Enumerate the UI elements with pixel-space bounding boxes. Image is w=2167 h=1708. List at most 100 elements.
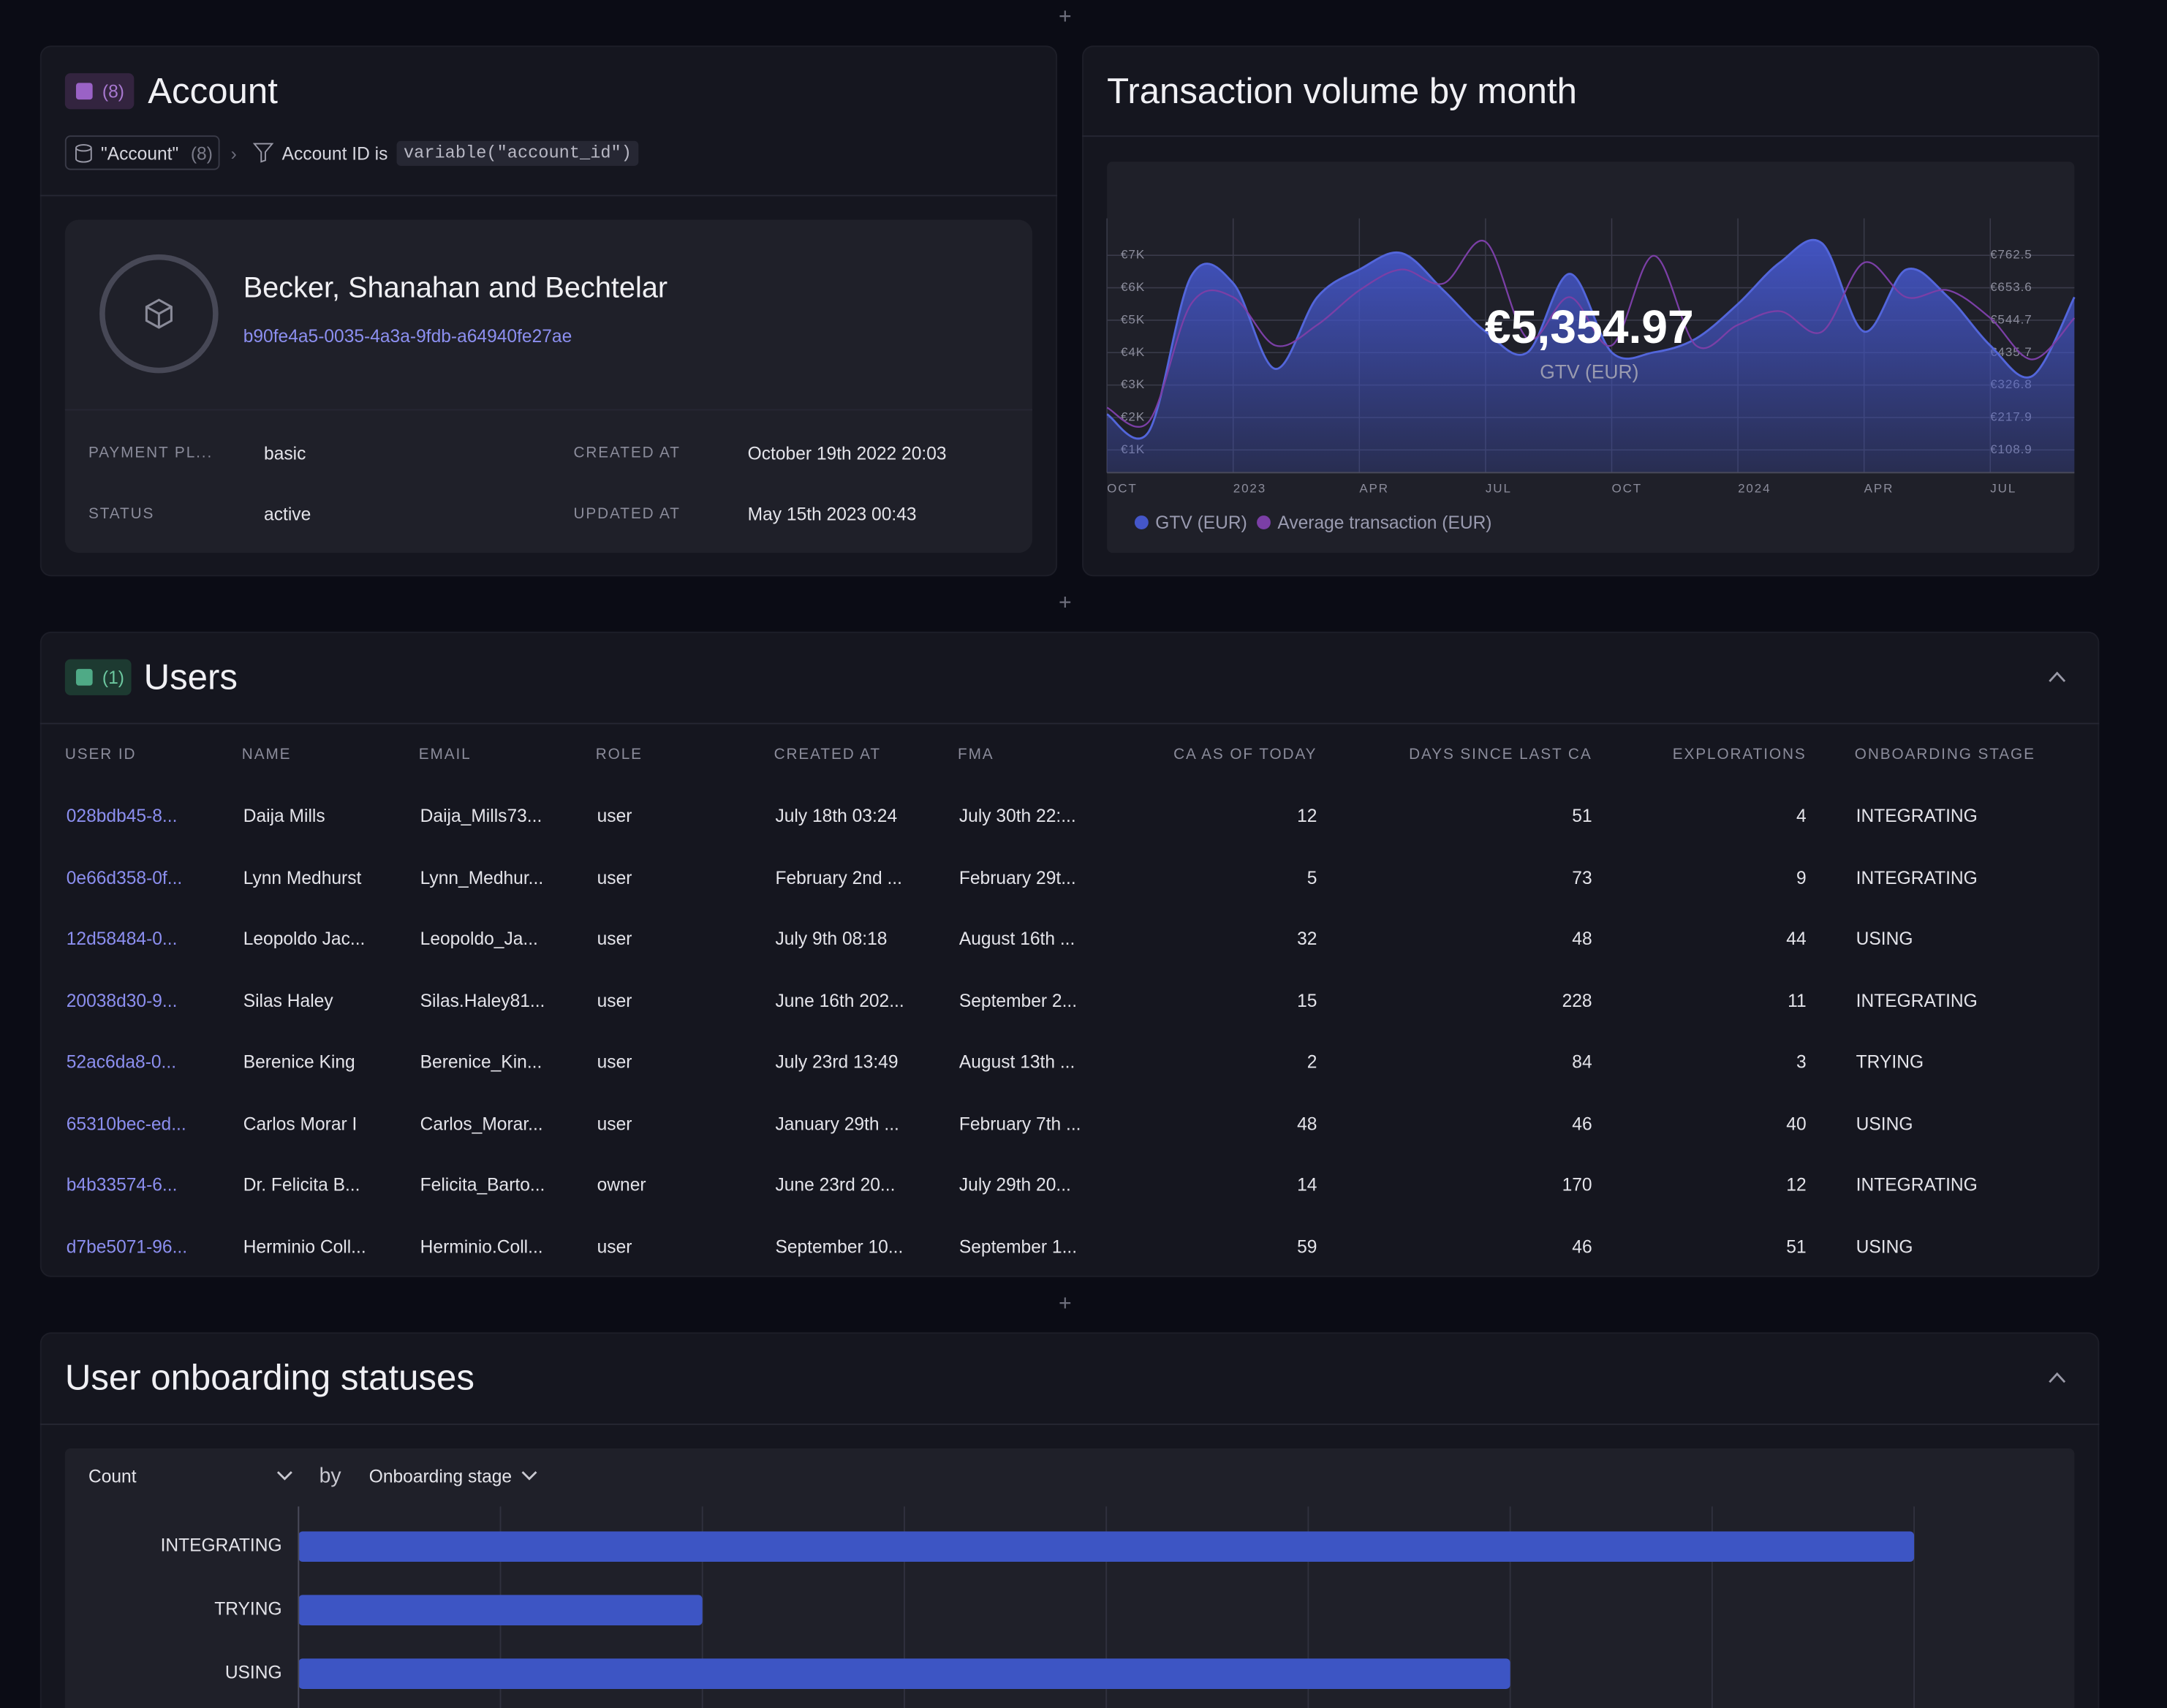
cell: August 16th ... (959, 928, 1075, 948)
user-id-link[interactable]: 028bdb45-8... (67, 805, 178, 825)
headline-caption: GTV (EUR) (1540, 360, 1638, 382)
cell: 40 (1786, 1113, 1806, 1133)
cell: user (597, 805, 632, 825)
cell: Herminio Coll... (243, 1236, 366, 1256)
cell: user (597, 989, 632, 1010)
cell: user (597, 928, 632, 948)
cell: August 13th ... (959, 1051, 1075, 1072)
y-tick-label: €3K (1121, 377, 1145, 391)
cell: 11 (1788, 989, 1807, 1010)
column-header: EXPLORATIONS (1673, 747, 1807, 763)
x-tick-label: OCT (1107, 482, 1138, 496)
cell: Leopoldo Jac... (243, 928, 366, 948)
x-tick-label: APR (1359, 482, 1389, 496)
column-header: DAYS SINCE LAST CA (1409, 747, 1592, 763)
cell: 46 (1572, 1113, 1592, 1133)
cell: 51 (1572, 805, 1592, 825)
user-id-link[interactable]: 12d58484-0... (67, 928, 178, 948)
column-header: FMA (958, 747, 994, 763)
cell: Leopoldo_Ja... (420, 928, 538, 948)
legend-dot (1135, 515, 1149, 529)
cell: Carlos_Morar... (420, 1113, 543, 1133)
cell: 15 (1297, 989, 1317, 1010)
legend-dot (1257, 515, 1271, 529)
cell: user (597, 866, 632, 887)
user-id-link[interactable]: 0e66d358-0f... (67, 866, 183, 887)
column-header: ROLE (596, 747, 643, 763)
cell: Silas Haley (243, 989, 333, 1010)
cell: 59 (1297, 1236, 1317, 1256)
cell: Berenice_Kin... (420, 1051, 542, 1072)
cell: 48 (1297, 1113, 1317, 1133)
cell: Daija_Mills73... (420, 805, 542, 825)
cell: 12 (1786, 1174, 1806, 1195)
field-value: basic (264, 443, 306, 464)
cell: INTEGRATING (1856, 866, 1978, 887)
cell: 5 (1307, 866, 1317, 887)
y2-tick-label: €653.6 (1990, 280, 2032, 294)
category-label: INTEGRATING (161, 1536, 282, 1556)
cell: USING (1856, 1236, 1913, 1256)
cell: July 29th 20... (959, 1174, 1071, 1195)
column-header: CREATED AT (774, 747, 881, 763)
cell: TRYING (1856, 1051, 1924, 1072)
x-tick-label: JUL (1990, 482, 2016, 496)
column-header: NAME (242, 747, 292, 763)
cell: Lynn_Medhur... (420, 866, 544, 887)
bar (298, 1531, 1914, 1562)
cell: July 9th 08:18 (775, 928, 887, 948)
cell: 48 (1572, 928, 1592, 948)
cell: Carlos Morar I (243, 1113, 358, 1133)
cell: February 7th ... (959, 1113, 1081, 1133)
category-label: TRYING (214, 1600, 281, 1620)
y-tick-label: €6K (1121, 280, 1145, 294)
cell: USING (1856, 928, 1913, 948)
cell: September 10... (775, 1236, 903, 1256)
cell: Herminio.Coll... (420, 1236, 543, 1256)
cell: INTEGRATING (1856, 1174, 1978, 1195)
cell: July 23rd 13:49 (775, 1051, 898, 1072)
y2-tick-label: €762.5 (1990, 248, 2032, 262)
cell: 73 (1572, 866, 1592, 887)
cell: 51 (1786, 1236, 1806, 1256)
headline-value: €5,354.97 (1485, 301, 1694, 353)
cell: USING (1856, 1113, 1913, 1133)
cell: July 18th 03:24 (775, 805, 897, 825)
cell: June 16th 202... (775, 989, 904, 1010)
cell: 170 (1562, 1174, 1592, 1195)
cell: 84 (1572, 1051, 1592, 1072)
cell: Dr. Felicita B... (243, 1174, 360, 1195)
x-tick-label: JUL (1486, 482, 1512, 496)
x-tick-label: 2024 (1738, 482, 1771, 496)
field-value: October 19th 2022 20:03 (748, 443, 947, 464)
cell: Berenice King (243, 1051, 355, 1072)
cell: 2 (1307, 1051, 1317, 1072)
user-id-link[interactable]: 20038d30-9... (67, 989, 178, 1010)
area (1107, 240, 2074, 472)
user-id-link[interactable]: 65310bec-ed... (67, 1113, 186, 1133)
user-id-link[interactable]: 52ac6da8-0... (67, 1051, 176, 1072)
cell: 32 (1297, 928, 1317, 948)
cell: September 2... (959, 989, 1077, 1010)
legend-label: GTV (EUR) (1155, 513, 1247, 533)
cell: 228 (1562, 989, 1592, 1010)
field-label: UPDATED AT (573, 506, 680, 523)
column-header: USER ID (65, 747, 137, 763)
cell: 3 (1796, 1051, 1807, 1072)
cell: January 29th ... (775, 1113, 899, 1133)
user-id-link[interactable]: d7be5071-96... (67, 1236, 187, 1256)
bar (298, 1658, 1510, 1689)
user-id-link[interactable]: b4b33574-6... (67, 1174, 178, 1195)
bar (298, 1595, 702, 1625)
y-tick-label: €7K (1121, 248, 1145, 262)
cell: Lynn Medhurst (243, 866, 362, 887)
cell: 44 (1786, 928, 1806, 948)
cell: INTEGRATING (1856, 989, 1978, 1010)
field-label: PAYMENT PL... (88, 445, 213, 462)
cell: owner (597, 1174, 646, 1195)
cell: February 2nd ... (775, 866, 901, 887)
cell: Felicita_Barto... (420, 1174, 545, 1195)
